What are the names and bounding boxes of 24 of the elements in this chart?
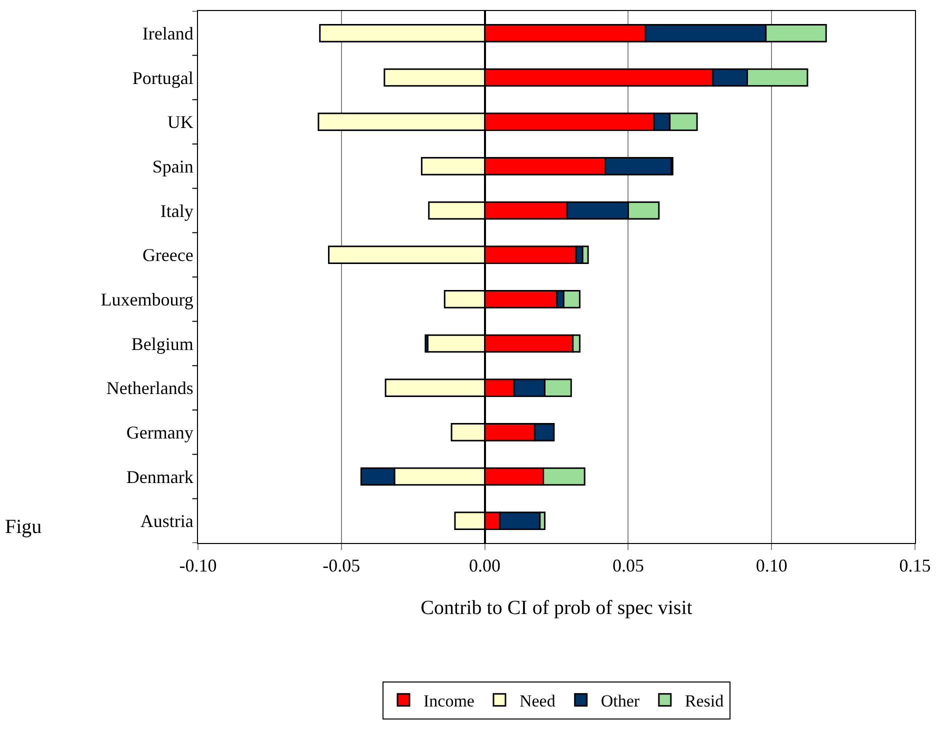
y-tick-label: Portugal: [132, 68, 194, 88]
x-axis-title: Contrib to CI of prob of spec visit: [420, 597, 693, 620]
y-tick-label: UK: [167, 112, 194, 132]
x-tick-label: 0.05: [612, 556, 644, 576]
x-tick-label: 0.10: [756, 556, 788, 576]
y-tick-label: Italy: [160, 200, 194, 221]
y-tick-label: Belgium: [131, 334, 194, 354]
legend-label: Other: [600, 692, 640, 710]
y-tick-label: Greece: [142, 245, 194, 266]
y-tick-label: Luxembourg: [100, 289, 194, 310]
y-tick-label: Spain: [152, 156, 194, 176]
x-tick-label: 0.15: [899, 556, 931, 576]
x-tick-label: 0.00: [469, 556, 501, 576]
y-tick-label: Denmark: [126, 466, 194, 487]
legend-label: Need: [519, 692, 556, 710]
x-tick-label: -0.10: [179, 556, 217, 576]
y-tick-label: Germany: [126, 422, 194, 442]
legend-label: Resid: [684, 692, 724, 710]
y-tick-label: Austria: [140, 511, 194, 532]
legend-label: Income: [424, 692, 474, 710]
y-tick-label: Netherlands: [106, 378, 194, 398]
x-tick-label: -0.05: [322, 556, 360, 576]
text: Figu: [5, 516, 42, 538]
y-tick-label: Ireland: [142, 23, 194, 44]
